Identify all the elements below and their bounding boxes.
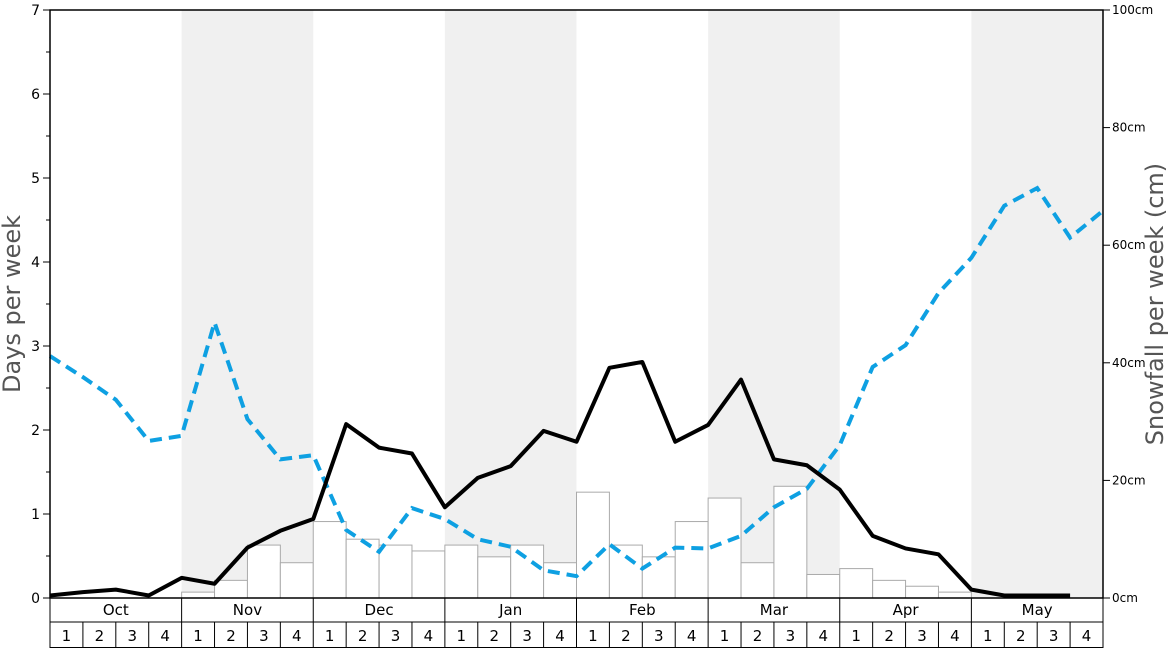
week-label: 3 (654, 627, 664, 645)
week-label: 1 (62, 627, 72, 645)
snowfall-bar (246, 544, 281, 599)
snowfall-bar (905, 585, 939, 599)
week-label: 2 (358, 627, 368, 645)
week-label: 4 (950, 627, 960, 645)
shade-nov (181, 10, 314, 598)
snowfall-bar (444, 544, 479, 599)
week-label: 1 (588, 627, 598, 645)
shade-may (971, 10, 1103, 598)
month-label-feb: Feb (629, 601, 656, 619)
right-tick-label: 20cm (1112, 473, 1146, 487)
week-label: 2 (95, 627, 105, 645)
snowfall-bar (641, 556, 676, 599)
right-axis-title: Snowfall per week (cm) (1141, 163, 1168, 445)
week-label: 4 (555, 627, 565, 645)
right-tick-label: 0cm (1112, 591, 1138, 605)
snowfall-bar (872, 579, 907, 599)
snowfall-bar (839, 568, 874, 599)
right-tick-label: 100cm (1112, 3, 1153, 17)
week-label: 3 (786, 627, 796, 645)
right-axis: 0cm 20cm 40cm 60cm 80cm 100cm (1103, 3, 1153, 605)
snowfall-bar (510, 544, 545, 599)
week-label: 1 (983, 627, 993, 645)
month-label-apr: Apr (893, 601, 920, 619)
right-tick-label: 60cm (1112, 238, 1146, 252)
week-label: 1 (851, 627, 861, 645)
week-label: 1 (325, 627, 335, 645)
week-label: 1 (457, 627, 467, 645)
snowfall-bars (181, 485, 972, 599)
month-label-dec: Dec (365, 601, 394, 619)
week-label: 1 (720, 627, 730, 645)
month-label-mar: Mar (760, 601, 789, 619)
month-row: Oct Nov Dec Jan Feb Mar Apr May (49, 598, 1104, 623)
snow-days-line (49, 359, 1071, 598)
snowfall-bar (608, 544, 643, 599)
week-label: 4 (1082, 627, 1092, 645)
week-label: 3 (917, 627, 927, 645)
week-label: 2 (1016, 627, 1026, 645)
snowfall-bar (806, 573, 841, 599)
snowfall-bar (477, 556, 512, 599)
week-label: 3 (127, 627, 137, 645)
left-tick-label: 5 (31, 171, 40, 187)
left-tick-label: 0 (31, 591, 40, 607)
snowfall-bar (674, 521, 709, 599)
week-label: 2 (753, 627, 763, 645)
month-label-jan: Jan (498, 601, 522, 619)
week-label: 3 (259, 627, 269, 645)
week-label: 2 (489, 627, 499, 645)
snowfall-bar (740, 562, 775, 599)
week-label: 4 (160, 627, 170, 645)
snowfall-bar (181, 591, 216, 599)
month-label-nov: Nov (233, 601, 262, 619)
month-label-may: May (1022, 601, 1053, 619)
right-tick-label: 40cm (1112, 356, 1146, 370)
snowfall-bar (214, 579, 248, 599)
week-label: 2 (621, 627, 631, 645)
snowfall-bar (543, 562, 577, 599)
week-label: 2 (226, 627, 236, 645)
snowfall-bar (576, 491, 610, 599)
dashed-series-line (48, 185, 1105, 579)
snowfall-bar (378, 544, 413, 599)
week-label: 4 (687, 627, 697, 645)
week-label: 4 (819, 627, 829, 645)
week-label: 4 (424, 627, 434, 645)
chart-lines (48, 185, 1105, 598)
left-tick-label: 1 (31, 507, 40, 523)
week-label: 2 (884, 627, 894, 645)
snowfall-bar (345, 538, 380, 599)
week-label: 3 (522, 627, 532, 645)
left-axis: 0 1 2 3 4 5 6 7 (31, 3, 50, 607)
week-row: 1 2 3 4 1 2 3 4 1 2 3 4 1 2 3 4 1 2 3 4 1 2 3 4 1 2 3 4 1 2 3 4 (49, 622, 1104, 648)
left-tick-label: 6 (31, 87, 40, 103)
right-tick-label: 80cm (1112, 121, 1146, 135)
snowfall-bar (312, 521, 347, 599)
left-axis-title: Days per week (0, 215, 26, 393)
left-tick-label: 2 (31, 423, 40, 439)
left-tick-label: 7 (31, 3, 40, 19)
snowfall-bar (411, 550, 446, 599)
month-shading (181, 10, 1103, 598)
snowfall-bar (279, 562, 314, 599)
snowfall-bar (937, 591, 972, 599)
left-tick-label: 3 (31, 339, 40, 355)
week-label: 3 (391, 627, 401, 645)
week-label: 1 (193, 627, 203, 645)
shade-jan (444, 10, 577, 598)
week-label: 4 (292, 627, 302, 645)
month-label-oct: Oct (103, 601, 129, 619)
week-label: 3 (1049, 627, 1059, 645)
left-tick-label: 4 (31, 255, 40, 271)
